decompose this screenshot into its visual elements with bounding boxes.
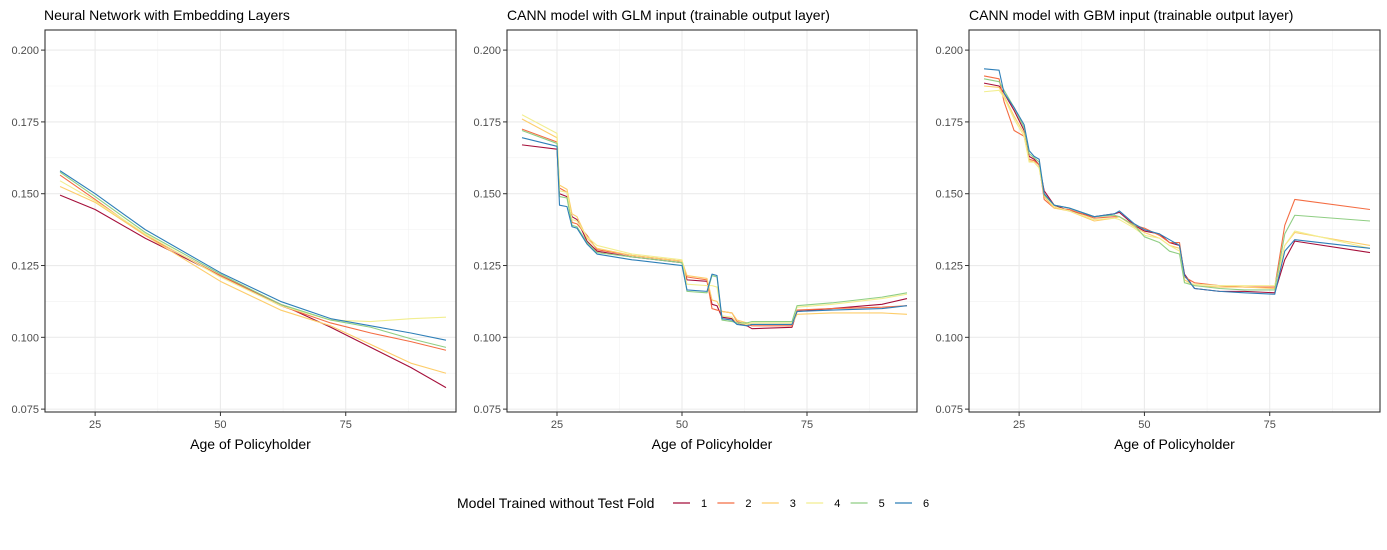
x-axis-label: Age of Policyholder [190,436,311,452]
series-line-4 [521,114,908,325]
y-tick-label: 0.100 [11,332,39,344]
y-tick-label: 0.200 [473,45,501,57]
x-tick-label: 75 [340,419,352,431]
series-line-6 [983,68,1371,295]
x-tick-label: 50 [676,419,688,431]
series-line-4 [59,180,447,323]
x-axis-label: Age of Policyholder [652,436,773,452]
y-tick-label: 0.100 [935,332,963,344]
series-line-6 [59,170,447,341]
y-tick-label: 0.075 [935,404,963,416]
y-tick-label: 0.175 [11,117,39,129]
y-tick-label: 0.175 [935,117,963,129]
panel-title: CANN model with GBM input (trainable out… [969,7,1293,23]
series-line-3 [59,186,447,374]
legend-label: 6 [923,498,929,510]
x-tick-label: 25 [89,419,101,431]
panel-border [968,29,1381,413]
y-tick-label: 0.150 [473,189,501,201]
panel-2: CANN model with GLM input (trainable out… [473,7,918,452]
series-line-6 [521,137,908,327]
x-tick-label: 75 [1264,419,1276,431]
panel-1: Neural Network with Embedding Layers 0.07… [11,7,457,452]
legend-label: 4 [834,498,840,510]
panel-3: CANN model with GBM input (trainable out… [935,7,1381,452]
legend-label: 5 [879,498,885,510]
legend-label: 1 [701,498,707,510]
x-tick-label: 75 [801,419,813,431]
y-tick-label: 0.125 [473,261,501,273]
panel-border [44,29,457,413]
panel-border [506,29,918,413]
series-line-2 [521,128,908,327]
x-axis-label: Age of Policyholder [1114,436,1235,452]
series-line-5 [59,171,447,348]
y-tick-label: 0.075 [473,404,501,416]
legend-label: 3 [790,498,796,510]
y-tick-label: 0.175 [473,117,501,129]
panel-title: CANN model with GLM input (trainable out… [507,7,830,23]
series-line-2 [59,174,447,351]
y-tick-label: 0.125 [11,261,39,273]
y-tick-label: 0.150 [11,189,39,201]
y-tick-label: 0.075 [11,404,39,416]
y-tick-label: 0.200 [935,45,963,57]
legend: Model Trained without Test Fold 1 2 3 4 5 6 [457,495,929,511]
series-line-1 [983,82,1371,294]
y-tick-label: 0.100 [473,332,501,344]
panel-title: Neural Network with Embedding Layers [44,7,290,23]
y-tick-label: 0.150 [935,189,963,201]
series-line-4 [983,89,1371,287]
legend-title: Model Trained without Test Fold [457,495,654,511]
x-tick-label: 25 [551,419,563,431]
x-tick-label: 25 [1013,419,1025,431]
series-line-3 [521,118,908,325]
x-tick-label: 50 [1138,419,1150,431]
y-tick-label: 0.200 [11,45,39,57]
x-tick-label: 50 [214,419,226,431]
legend-label: 2 [745,498,751,510]
y-tick-label: 0.125 [935,261,963,273]
